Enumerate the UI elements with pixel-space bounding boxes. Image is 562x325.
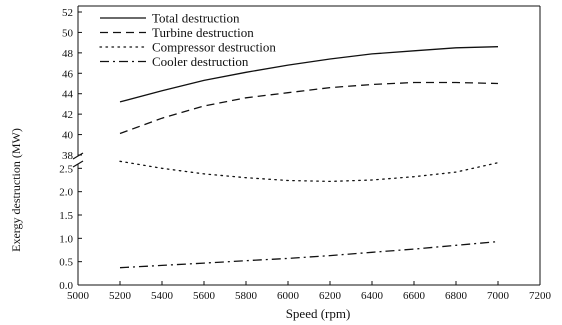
y-tick-label: 40 [62,130,74,142]
y-tick-label: 2.5 [59,163,73,175]
series-line-cooler-destruction [119,240,499,269]
x-tick-label: 5800 [235,290,258,302]
x-tick-label: 6200 [319,290,342,302]
x-tick-label: 6800 [445,290,468,302]
y-tick-label: 42 [62,109,73,121]
y-tick-label: 0.5 [59,257,73,269]
y-tick-label: 1.5 [59,210,73,222]
y-tick-label: 46 [62,68,74,80]
x-tick-label: 6600 [403,290,426,302]
legend-label: Compressor destruction [152,40,276,55]
y-tick-label: 50 [62,27,74,39]
tick-layer: 5000 5200 5400 5600 5800 6000 6200 6400 6600 6800… [59,7,551,302]
y-tick-label: 0.0 [59,280,73,292]
y-tick-label: 38 [62,150,74,162]
x-tick-label: 7000 [487,290,510,302]
x-tick-label: 5600 [193,290,216,302]
x-tick-label: 6400 [361,290,384,302]
y-tick-label: 48 [62,48,74,60]
legend-label: Total destruction [152,11,240,26]
y-tick-label: 52 [62,7,73,19]
plot-frame [72,5,541,286]
axis-break-mark [72,160,84,168]
series-line-compressor-destruction [119,160,499,183]
series-line-turbine-destruction [119,81,499,135]
legend-label: Turbine destruction [152,25,254,40]
y-tick-label: 2.0 [59,187,73,199]
legend-label: Cooler destruction [152,54,249,69]
x-axis-label: Speed (rpm) [286,306,351,321]
x-tick-label: 5200 [109,290,132,302]
series-line-total-destruction [119,46,499,103]
y-axis-label: Exergy destruction (MW) [9,128,23,252]
y-tick-label: 44 [62,89,74,101]
x-tick-label: 5400 [151,290,174,302]
axis-break-mark [72,152,84,160]
x-tick-label: 7200 [529,290,552,302]
x-tick-label: 5000 [67,290,90,302]
x-tick-label: 6000 [277,290,300,302]
y-tick-label: 1.0 [59,233,73,245]
series-layer [119,46,499,269]
